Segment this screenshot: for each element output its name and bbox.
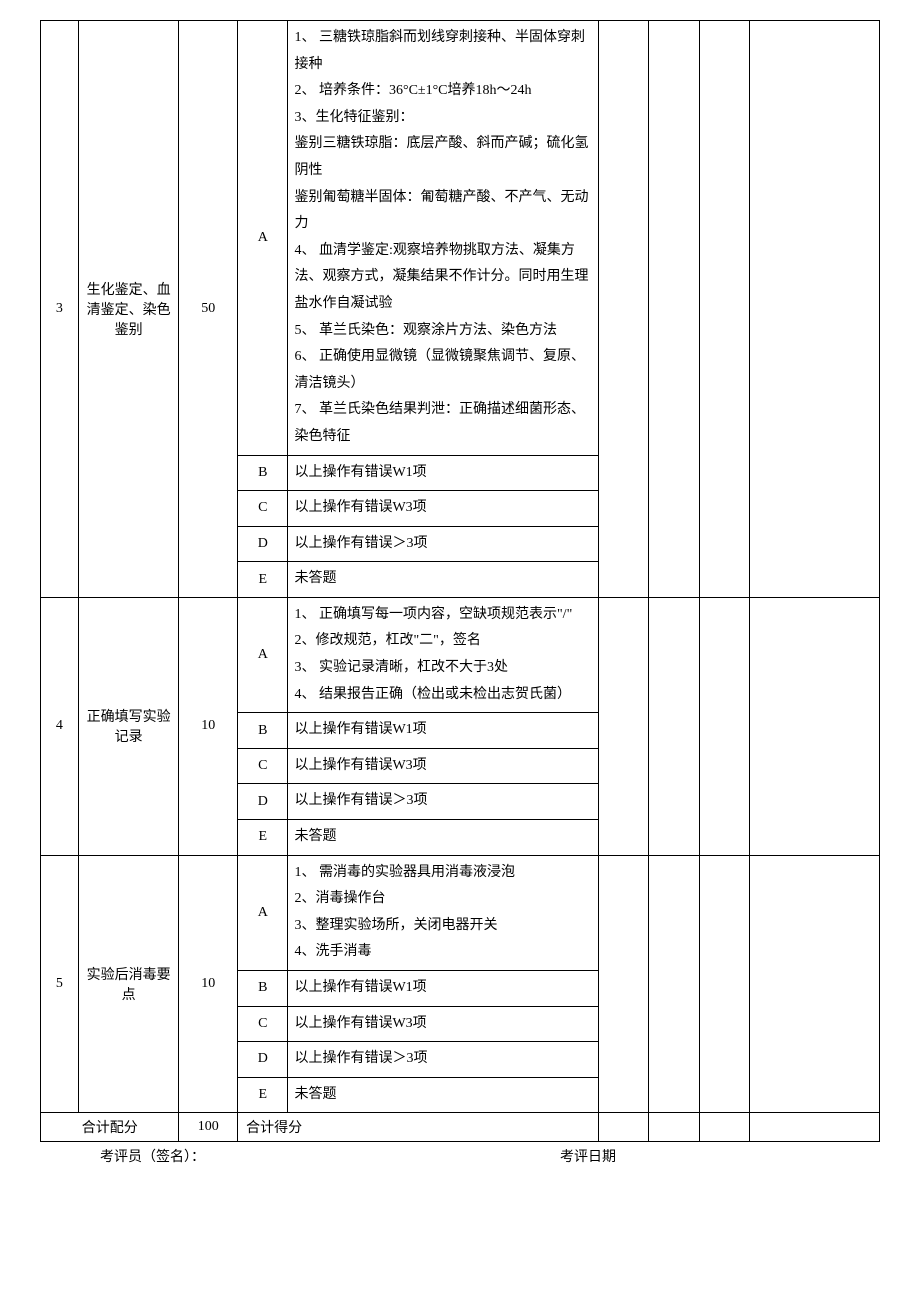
criteria-text: 1、 正确填写每一项内容，空缺项规范表示"/" 2、修改规范，杠改"二"，签名 … <box>288 597 598 712</box>
grade-cell: B <box>238 713 288 749</box>
grade-cell: C <box>238 491 288 527</box>
criteria-text: 1、 三糖铁琼脂斜而划线穿刺接种、半固体穿刺接种 2、 培养条件：36°C±1°… <box>294 25 591 451</box>
total-label-left: 合计配分 <box>41 1113 179 1142</box>
criteria-text: 以上操作有错误＞3项 <box>288 1042 598 1078</box>
row-index: 4 <box>41 597 79 855</box>
evaluation-table: 3 生化鉴定、血清鉴定、染色鉴别 50 A 1、 三糖铁琼脂斜而划线穿刺接种、半… <box>40 20 880 1142</box>
score-cell <box>649 21 699 598</box>
row-score: 50 <box>179 21 238 598</box>
grade-cell: D <box>238 1042 288 1078</box>
score-cell <box>749 855 879 1113</box>
score-cell <box>699 855 749 1113</box>
row-topic: 生化鉴定、血清鉴定、染色鉴别 <box>78 21 179 598</box>
table-row: 3 生化鉴定、血清鉴定、染色鉴别 50 A 1、 三糖铁琼脂斜而划线穿刺接种、半… <box>41 21 880 456</box>
score-cell <box>598 855 648 1113</box>
total-score-cell <box>749 1113 879 1142</box>
grade-cell: A <box>238 855 288 970</box>
criteria-text: 以上操作有错误W3项 <box>288 1006 598 1042</box>
score-cell <box>649 855 699 1113</box>
grade-cell: C <box>238 748 288 784</box>
grade-cell: A <box>238 21 288 456</box>
criteria-text: 以上操作有错误W3项 <box>288 491 598 527</box>
total-label-right: 合计得分 <box>238 1113 599 1142</box>
table-row: 4 正确填写实验记录 10 A 1、 正确填写每一项内容，空缺项规范表示"/" … <box>41 597 880 712</box>
row-index: 3 <box>41 21 79 598</box>
grade-cell: B <box>238 455 288 491</box>
score-cell <box>649 597 699 855</box>
criteria-text: 以上操作有错误W1项 <box>288 455 598 491</box>
criteria-text: 未答题 <box>288 1077 598 1113</box>
row-topic: 正确填写实验记录 <box>78 597 179 855</box>
row-index: 5 <box>41 855 79 1113</box>
total-value-left: 100 <box>179 1113 238 1142</box>
grade-cell: C <box>238 1006 288 1042</box>
criteria-text: 以上操作有错误＞3项 <box>288 784 598 820</box>
row-score: 10 <box>179 597 238 855</box>
criteria-text: 1、 需消毒的实验器具用消毒液浸泡 2、消毒操作台 3、整理实验场所，关闭电器开… <box>288 855 598 970</box>
criteria-text: 未答题 <box>288 562 598 598</box>
criteria-text: 以上操作有错误W1项 <box>288 713 598 749</box>
total-score-cell <box>699 1113 749 1142</box>
grade-cell: E <box>238 562 288 598</box>
grade-cell: A <box>238 597 288 712</box>
criteria-text: 以上操作有错误W3项 <box>288 748 598 784</box>
row-topic: 实验后消毒要点 <box>78 855 179 1113</box>
score-cell <box>598 597 648 855</box>
row-score: 10 <box>179 855 238 1113</box>
grade-cell: E <box>238 820 288 856</box>
grade-cell: D <box>238 526 288 562</box>
exam-date-label: 考评日期 <box>560 1146 616 1166</box>
score-cell <box>699 21 749 598</box>
criteria-text: 未答题 <box>288 820 598 856</box>
grade-cell: D <box>238 784 288 820</box>
score-cell <box>598 21 648 598</box>
score-cell <box>699 597 749 855</box>
total-score-cell <box>649 1113 699 1142</box>
table-row: 5 实验后消毒要点 10 A 1、 需消毒的实验器具用消毒液浸泡 2、消毒操作台… <box>41 855 880 970</box>
footer-row: 考评员（签名）： 考评日期 <box>40 1146 880 1166</box>
grade-cell: B <box>238 971 288 1007</box>
criteria-text: 以上操作有错误W1项 <box>288 971 598 1007</box>
criteria-text: 以上操作有错误＞3项 <box>288 526 598 562</box>
score-cell <box>749 21 879 598</box>
grade-cell: E <box>238 1077 288 1113</box>
total-score-cell <box>598 1113 648 1142</box>
totals-row: 合计配分 100 合计得分 <box>41 1113 880 1142</box>
examiner-signature-label: 考评员（签名）： <box>100 1146 220 1166</box>
score-cell <box>749 597 879 855</box>
